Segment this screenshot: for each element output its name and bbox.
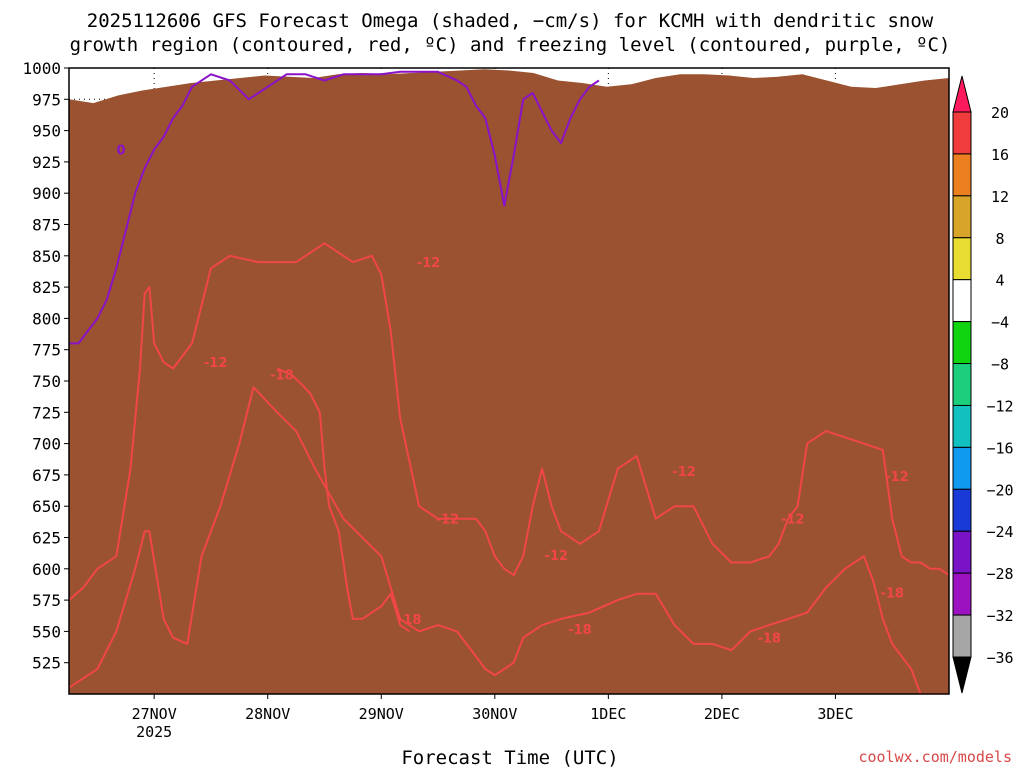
y-tick-label-875: 875 xyxy=(32,216,61,235)
x-tick-label-27nov: 27NOV xyxy=(132,705,177,723)
isotherm-minus18-line-1 xyxy=(276,367,411,633)
colorbar-label-3: 8 xyxy=(995,230,1004,248)
contour-label-7: -12 xyxy=(436,513,460,528)
y-tick-label-1000: 1000 xyxy=(22,59,61,78)
contour-label-11: -12 xyxy=(885,470,909,485)
colorbar-swatch-11 xyxy=(952,572,972,616)
y-tick-label-850: 850 xyxy=(32,247,61,266)
x-tick-label-28nov: 28NOV xyxy=(245,705,290,723)
contour-label-0: -18 xyxy=(398,613,422,628)
x-tick-label-29nov: 29NOV xyxy=(359,705,404,723)
x-tick-sublabel-27nov: 2025 xyxy=(136,723,172,741)
contour-label-10: -12 xyxy=(781,513,805,528)
x-axis-title: Forecast Time (UTC) xyxy=(401,747,618,768)
contour-label-1: -18 xyxy=(270,369,294,384)
terrain-surface xyxy=(69,69,949,694)
freezing-level-line-0 xyxy=(69,70,600,345)
contour-label-8: -12 xyxy=(545,549,569,564)
y-tick-label-750: 750 xyxy=(32,372,61,391)
colorbar-label-13: −36 xyxy=(986,649,1013,667)
colorbar-label-12: −32 xyxy=(986,607,1013,625)
colorbar-swatch-10 xyxy=(952,530,972,574)
y-tick-label-950: 950 xyxy=(32,122,61,141)
contour-label-3: -18 xyxy=(757,632,781,647)
contour-label-9: -12 xyxy=(672,465,696,480)
isotherm-minus18-line-0 xyxy=(69,386,949,694)
y-tick-label-925: 925 xyxy=(32,153,61,172)
colorbar-swatch-7 xyxy=(952,404,972,448)
y-tick-label-600: 600 xyxy=(32,560,61,579)
contour-label-4: -18 xyxy=(880,587,904,602)
y-tick-label-650: 650 xyxy=(32,497,61,516)
y-tick-label-800: 800 xyxy=(32,309,61,328)
contour-label-5: -12 xyxy=(204,356,228,371)
y-tick-label-675: 675 xyxy=(32,466,61,485)
credit-text: coolwx.com/models xyxy=(858,748,1012,766)
chart-title-line-1: 2025112606 GFS Forecast Omega (shaded, −… xyxy=(87,10,934,32)
colorbar-label-9: −20 xyxy=(986,481,1013,499)
contour-label-2: -18 xyxy=(568,623,592,638)
y-tick-label-900: 900 xyxy=(32,184,61,203)
colorbar-swatch-8 xyxy=(952,446,972,490)
colorbar-swatch-9 xyxy=(952,488,972,532)
colorbar-swatch-6 xyxy=(952,363,972,406)
colorbar-label-10: −24 xyxy=(986,523,1013,541)
y-tick-label-700: 700 xyxy=(32,435,61,454)
colorbar-label-7: −12 xyxy=(986,397,1013,415)
colorbar-swatch-5 xyxy=(952,321,972,365)
contour-label-12: 0 xyxy=(117,143,126,158)
y-tick-label-825: 825 xyxy=(32,278,61,297)
colorbar-label-5: −4 xyxy=(991,314,1009,332)
colorbar-swatch-4 xyxy=(952,279,972,323)
colorbar-label-1: 16 xyxy=(991,146,1009,164)
colorbar-label-4: 4 xyxy=(995,272,1004,290)
x-tick-label-2dec: 2DEC xyxy=(704,705,740,723)
x-tick-label-1dec: 1DEC xyxy=(590,705,626,723)
colorbar-swatch-3 xyxy=(952,237,972,281)
colorbar-label-6: −8 xyxy=(991,356,1009,374)
colorbar-swatch-1 xyxy=(952,153,972,197)
colorbar-bottom-arrow xyxy=(952,656,972,694)
colorbar-swatch-0 xyxy=(952,111,972,155)
chart-title-line-2: growth region (contoured, red, ºC) and f… xyxy=(70,34,951,56)
y-tick-label-625: 625 xyxy=(32,529,61,548)
isotherm-minus12-line-0 xyxy=(69,242,949,601)
contour-label-6: -12 xyxy=(417,256,441,271)
colorbar-label-2: 12 xyxy=(991,188,1009,206)
colorbar-swatch-12 xyxy=(952,614,972,658)
colorbar-label-8: −16 xyxy=(986,439,1013,457)
y-tick-label-725: 725 xyxy=(32,403,61,422)
y-tick-label-525: 525 xyxy=(32,654,61,673)
colorbar-swatch-2 xyxy=(952,195,972,239)
y-tick-label-550: 550 xyxy=(32,622,61,641)
y-tick-label-575: 575 xyxy=(32,591,61,610)
colorbar-label-0: 20 xyxy=(991,104,1009,122)
y-tick-label-975: 975 xyxy=(32,90,61,109)
x-tick-label-3dec: 3DEC xyxy=(817,705,853,723)
y-tick-label-775: 775 xyxy=(32,341,61,360)
x-tick-label-30nov: 30NOV xyxy=(472,705,517,723)
colorbar-label-11: −28 xyxy=(986,565,1013,583)
